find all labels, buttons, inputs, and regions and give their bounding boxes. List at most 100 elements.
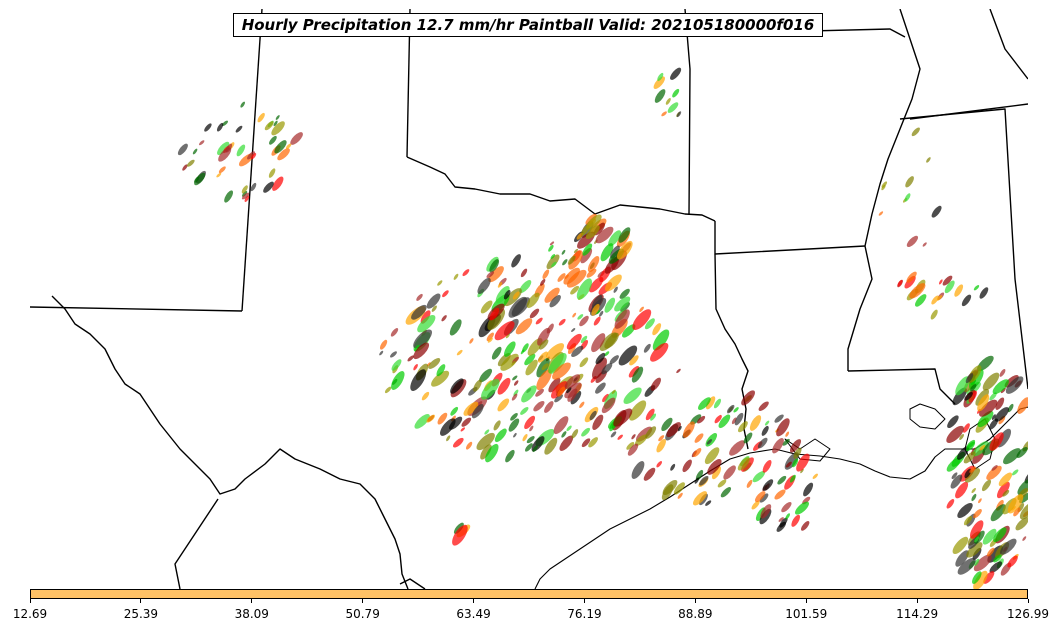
paintball-blob: [989, 561, 1003, 573]
paintball-blob: [656, 438, 666, 453]
paintball-blob: [579, 357, 589, 368]
paintball-blob: [204, 123, 212, 132]
paintball-blob: [714, 414, 722, 424]
paintball-blob: [749, 415, 762, 431]
paintball-blob: [974, 536, 980, 543]
paintball-blob: [963, 515, 973, 526]
paintball-blob: [972, 571, 982, 584]
paintball-blob: [505, 333, 510, 339]
colorbar-tick: [362, 599, 364, 603]
paintball-blob: [537, 351, 548, 363]
paintball-blob: [632, 309, 652, 330]
paintball-blob: [545, 343, 565, 360]
paintball-blob: [567, 388, 578, 402]
paintball-blob: [774, 414, 784, 423]
paintball-blob: [512, 291, 520, 300]
paintball-blob: [717, 479, 727, 488]
paintball-blob: [380, 339, 388, 350]
paintball-blob: [792, 458, 799, 468]
paintball-blob: [511, 360, 516, 366]
paintball-blob: [235, 125, 243, 133]
paintball-blob: [1016, 447, 1028, 458]
paintball-blob: [906, 235, 919, 248]
paintball-blob: [977, 410, 994, 428]
paintball-blob: [729, 440, 745, 456]
paintball-blob: [592, 414, 604, 430]
paintball-blob: [711, 466, 722, 480]
paintball-blob: [643, 467, 656, 481]
paintball-blob: [964, 391, 973, 401]
paintball-blob: [682, 459, 692, 473]
border-mx-nl: [399, 578, 426, 589]
paintball-blob: [595, 352, 606, 365]
paintball-blob: [968, 390, 978, 403]
paintball-blob: [789, 439, 802, 453]
paintball-blob: [618, 227, 631, 243]
paintball-blob: [251, 152, 257, 160]
paintball-blob: [654, 89, 666, 103]
paintball-blob: [192, 148, 198, 155]
colorbar-tick-label: 88.89: [678, 607, 713, 621]
paintball-blob: [991, 414, 996, 420]
paintball-blob: [720, 487, 732, 498]
paintball-blob: [591, 333, 606, 353]
paintball-blob: [779, 517, 788, 528]
paintball-blob: [186, 159, 195, 167]
paintball-blob: [497, 282, 503, 288]
paintball-blob: [552, 362, 571, 380]
border-ky: [989, 9, 1028, 80]
paintball-blob: [616, 240, 633, 260]
paintball-blob: [631, 434, 636, 440]
paintball-blob: [473, 379, 482, 392]
paintball-blob: [906, 271, 917, 283]
paintball-blob: [752, 471, 765, 483]
paintball-blob: [614, 296, 631, 312]
paintball-blob: [450, 378, 464, 394]
paintball-blob: [619, 288, 630, 299]
paintball-blob: [546, 254, 560, 270]
paintball-blob: [764, 420, 770, 426]
paintball-blob: [694, 433, 704, 443]
paintball-blob: [785, 431, 790, 437]
paintball-blob: [561, 249, 566, 255]
paintball-blob: [535, 317, 543, 325]
paintball-blob: [268, 168, 276, 178]
paintball-blob: [801, 521, 810, 531]
paintball-blob: [500, 353, 519, 371]
paintball-blob: [737, 457, 750, 471]
paintball-blob: [513, 380, 519, 386]
paintball-blob: [571, 345, 584, 358]
paintball-blob: [650, 413, 657, 421]
paintball-blob: [600, 243, 614, 262]
paintball-blob: [271, 121, 285, 136]
paintball-blob: [580, 335, 588, 344]
border-rio-grande: [51, 295, 409, 589]
paintball-blob: [489, 259, 500, 273]
paintball-blob: [697, 415, 706, 424]
paintball-blob: [604, 274, 622, 292]
paintball-blob: [982, 372, 1000, 391]
paintball-blob: [800, 468, 804, 474]
paintball-blob: [931, 295, 939, 305]
paintball-blob: [981, 479, 992, 492]
paintball-blob: [796, 453, 810, 472]
paintball-blob: [789, 474, 796, 483]
paintball-blob: [993, 527, 1007, 543]
paintball-blob: [774, 489, 786, 500]
paintball-blob: [257, 112, 265, 123]
paintball-blob: [471, 404, 484, 419]
paintball-blob: [495, 285, 510, 304]
paintball-blob: [959, 434, 964, 440]
paintball-blob: [776, 418, 790, 437]
paintball-blob: [661, 111, 667, 117]
paintball-blob: [628, 366, 640, 378]
paintball-blob: [264, 121, 274, 131]
paintball-blob: [581, 427, 591, 437]
paintball-blob: [592, 357, 607, 380]
paintball-blob: [989, 392, 997, 401]
paintball-blob: [591, 294, 603, 309]
paintball-blob: [571, 328, 576, 332]
colorbar-tick-label: 101.59: [785, 607, 828, 621]
paintball-blob: [627, 443, 639, 456]
paintball-blob: [991, 465, 998, 471]
